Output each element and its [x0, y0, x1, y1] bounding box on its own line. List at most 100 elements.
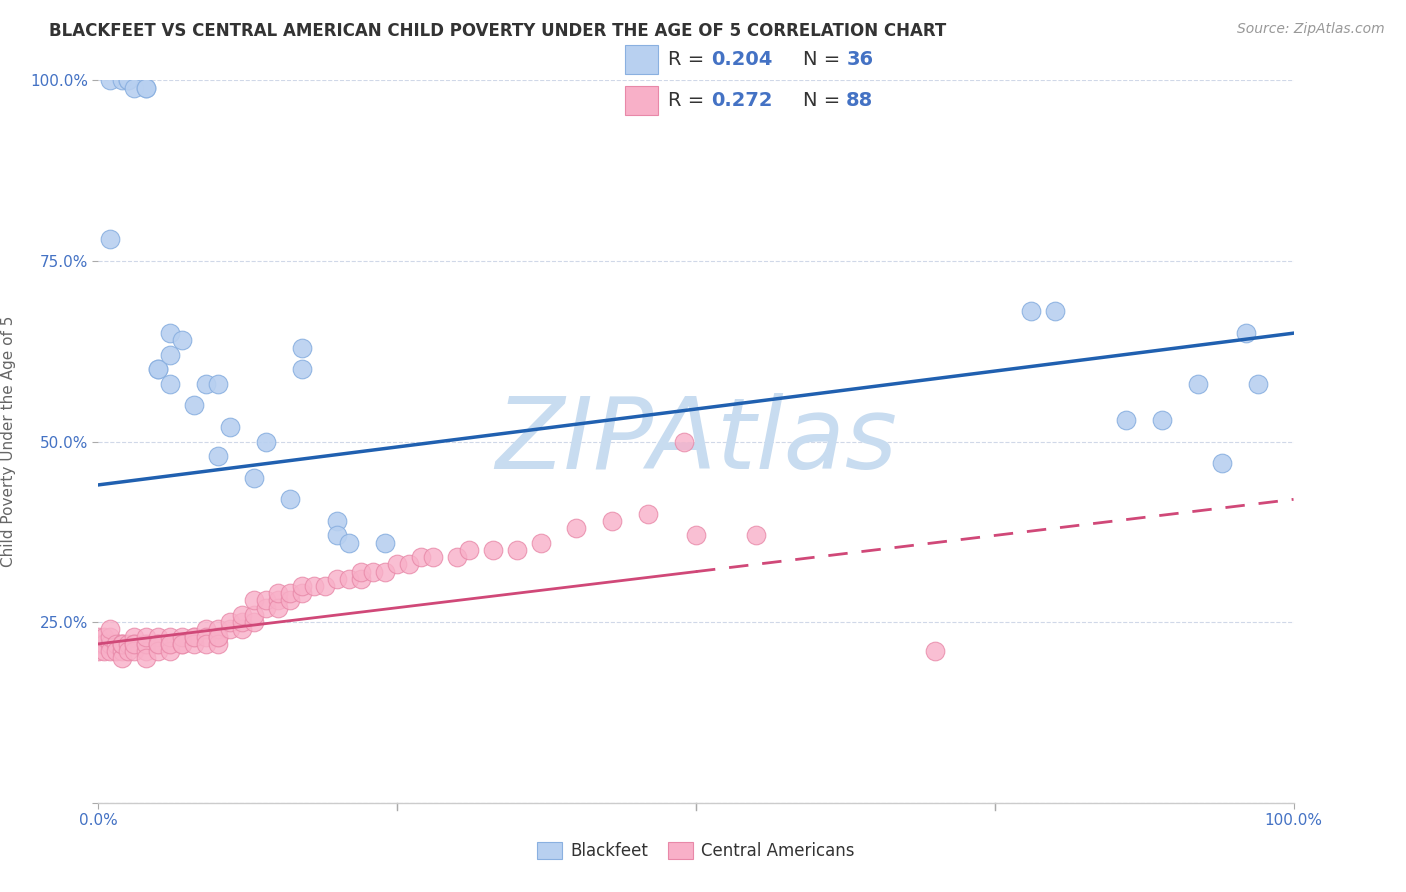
Text: 0.272: 0.272 — [710, 91, 772, 110]
Point — [745, 528, 768, 542]
Point — [124, 630, 146, 644]
Point — [207, 376, 229, 391]
Point — [117, 73, 139, 87]
Point — [183, 630, 205, 644]
Point — [302, 579, 325, 593]
Point — [148, 362, 170, 376]
Point — [326, 514, 349, 528]
Point — [481, 542, 505, 557]
Point — [243, 470, 266, 484]
Point — [159, 637, 181, 651]
Point — [111, 73, 134, 87]
Bar — [624, 45, 658, 74]
Point — [124, 637, 146, 651]
Point — [243, 593, 266, 607]
Text: 0.204: 0.204 — [710, 50, 772, 69]
Point — [446, 550, 468, 565]
Point — [159, 630, 181, 644]
Text: 88: 88 — [846, 91, 873, 110]
Point — [254, 434, 277, 449]
Point — [1019, 304, 1042, 318]
Point — [291, 362, 314, 376]
Point — [135, 637, 157, 651]
Point — [98, 232, 122, 246]
Point — [1152, 413, 1174, 427]
Point — [148, 630, 170, 644]
Point — [98, 73, 122, 87]
Point — [291, 586, 314, 600]
Point — [159, 348, 181, 362]
Bar — [624, 86, 658, 114]
Point — [111, 637, 134, 651]
Point — [278, 593, 301, 607]
Point — [243, 607, 266, 622]
Point — [315, 579, 337, 593]
Point — [148, 637, 170, 651]
Point — [326, 572, 349, 586]
Point — [243, 615, 266, 630]
Point — [98, 644, 122, 658]
Point — [530, 535, 553, 549]
Point — [159, 326, 181, 340]
Point — [1043, 304, 1066, 318]
Point — [148, 644, 170, 658]
Point — [924, 644, 946, 658]
Point — [111, 651, 134, 665]
Point — [172, 334, 194, 348]
Point — [98, 637, 122, 651]
Point — [195, 623, 218, 637]
Point — [339, 535, 361, 549]
Legend: Blackfeet, Central Americans: Blackfeet, Central Americans — [530, 835, 862, 867]
Point — [685, 528, 707, 542]
Point — [231, 615, 253, 630]
Point — [385, 558, 409, 572]
Point — [363, 565, 385, 579]
Point — [565, 521, 588, 535]
Point — [87, 630, 110, 644]
Point — [278, 492, 301, 507]
Point — [98, 623, 122, 637]
Point — [148, 362, 170, 376]
Point — [1234, 326, 1257, 340]
Point — [124, 637, 146, 651]
Point — [458, 542, 481, 557]
Point — [422, 550, 444, 565]
Text: 36: 36 — [846, 50, 873, 69]
Text: R =: R = — [668, 50, 710, 69]
Point — [195, 630, 218, 644]
Point — [207, 449, 229, 463]
Text: Source: ZipAtlas.com: Source: ZipAtlas.com — [1237, 22, 1385, 37]
Point — [135, 80, 157, 95]
Point — [1187, 376, 1209, 391]
Point — [231, 607, 253, 622]
Point — [291, 579, 314, 593]
Point — [172, 637, 194, 651]
Point — [673, 434, 696, 449]
Point — [374, 535, 396, 549]
Point — [231, 623, 253, 637]
Point — [254, 600, 277, 615]
Text: N =: N = — [803, 91, 846, 110]
Text: ZIPAtlas: ZIPAtlas — [495, 393, 897, 490]
Point — [291, 341, 314, 355]
Point — [93, 630, 115, 644]
Point — [87, 644, 110, 658]
Point — [117, 73, 139, 87]
Point — [602, 514, 624, 528]
Point — [117, 637, 139, 651]
Point — [339, 572, 361, 586]
Point — [183, 630, 205, 644]
Text: N =: N = — [803, 50, 846, 69]
Point — [219, 623, 242, 637]
Point — [111, 637, 134, 651]
Point — [183, 398, 205, 412]
Point — [98, 630, 122, 644]
Point — [1247, 376, 1270, 391]
Point — [254, 593, 277, 607]
Point — [135, 651, 157, 665]
Point — [207, 630, 229, 644]
Point — [411, 550, 433, 565]
Point — [195, 637, 218, 651]
Point — [326, 528, 349, 542]
Point — [183, 637, 205, 651]
